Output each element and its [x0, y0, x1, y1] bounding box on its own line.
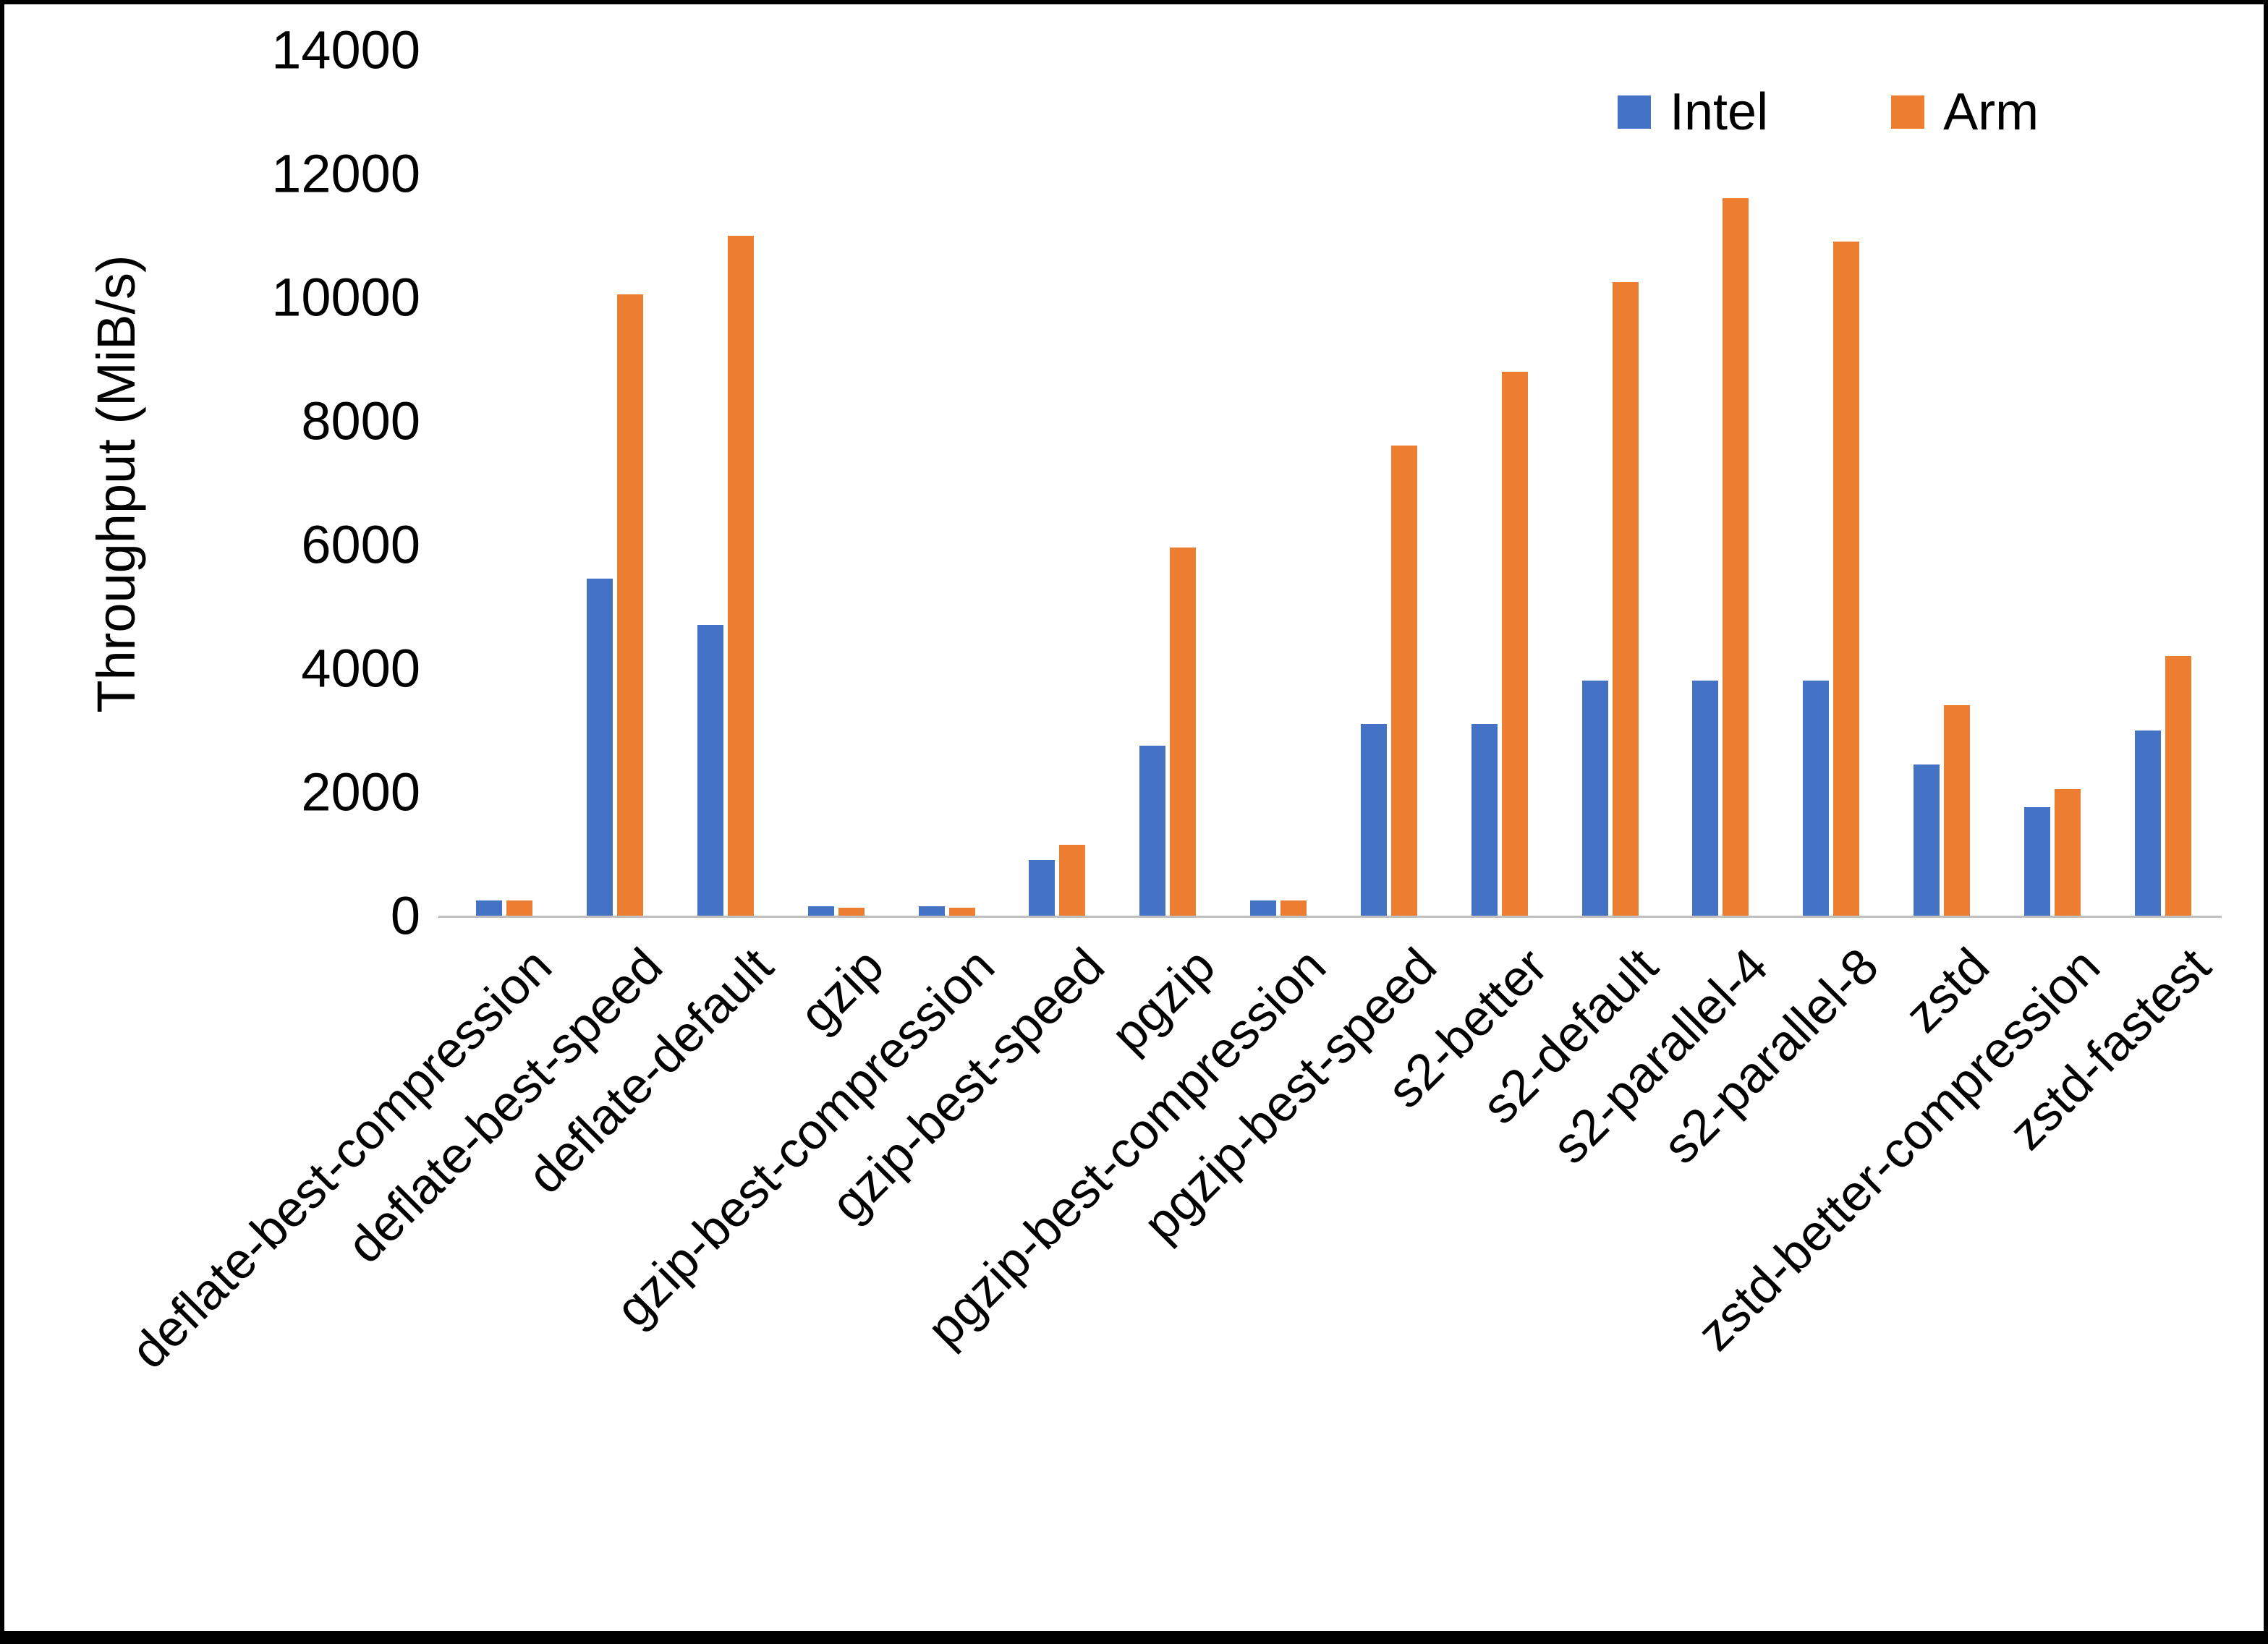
- bar-intel-s2-better: [1471, 723, 1498, 916]
- legend-label-arm: Arm: [1943, 83, 2039, 141]
- y-tick-label: 4000: [301, 638, 420, 699]
- bar-intel-gzip-best-compression: [918, 906, 945, 916]
- bar-intel-s2-default: [1581, 681, 1608, 916]
- legend-swatch-intel: [1618, 95, 1651, 129]
- bar-intel-pgzip-best-speed: [1360, 723, 1387, 916]
- bar-arm-pgzip-best-compression: [1280, 900, 1307, 916]
- bar-arm-zstd-fastest: [2165, 655, 2191, 916]
- bar-intel-zstd-better-compression: [2023, 807, 2050, 916]
- legend-swatch-arm: [1891, 95, 1925, 129]
- y-tick-label: 10000: [271, 267, 420, 328]
- y-tick-label: 14000: [271, 20, 420, 80]
- bar-intel-zstd: [1913, 764, 1940, 916]
- y-tick-label: 8000: [301, 391, 420, 451]
- bar-intel-gzip-best-speed: [1029, 860, 1056, 916]
- bar-intel-gzip: [807, 906, 834, 916]
- bar-arm-zstd-better-compression: [2054, 788, 2081, 916]
- bar-chart: Throughput (MiB/s) Intel Arm 0 2000 4000 60…: [4, 4, 2264, 1631]
- bar-arm-s2-parallel-4: [1723, 198, 1749, 916]
- bar-arm-s2-better: [1501, 371, 1528, 916]
- bar-arm-gzip-best-speed: [1059, 844, 1086, 916]
- bar-arm-s2-parallel-8: [1833, 242, 1860, 916]
- bar-intel-deflate-default: [697, 625, 724, 916]
- bar-intel-s2-parallel-4: [1692, 681, 1719, 916]
- y-tick-label: 12000: [271, 143, 420, 204]
- bar-intel-pgzip-best-compression: [1250, 900, 1277, 916]
- bar-arm-zstd: [1943, 705, 1970, 916]
- legend-item-arm: Arm: [1891, 82, 2039, 142]
- legend-label-intel: Intel: [1670, 83, 1769, 141]
- bar-intel-s2-parallel-8: [1803, 681, 1830, 916]
- legend: Intel Arm: [1618, 82, 2039, 142]
- bar-arm-s2-default: [1612, 281, 1639, 916]
- x-axis-line: [438, 916, 2222, 918]
- bar-arm-pgzip: [1170, 548, 1197, 916]
- bar-intel-deflate-best-speed: [587, 579, 613, 916]
- y-tick-label: 2000: [301, 762, 420, 822]
- y-axis-title: Throughput (MiB/s): [86, 255, 146, 713]
- bar-intel-pgzip: [1139, 745, 1166, 916]
- bar-arm-pgzip-best-speed: [1390, 446, 1417, 916]
- bar-arm-deflate-best-speed: [617, 294, 644, 916]
- bar-arm-gzip-best-compression: [948, 907, 975, 916]
- bar-arm-gzip: [838, 907, 865, 916]
- bar-arm-deflate-default: [728, 235, 755, 916]
- bar-arm-deflate-best-compression: [506, 900, 533, 916]
- legend-item-intel: Intel: [1618, 82, 1768, 142]
- bar-intel-zstd-fastest: [2134, 730, 2161, 916]
- y-tick-label: 0: [390, 885, 420, 946]
- bar-intel-deflate-best-compression: [476, 900, 503, 916]
- y-tick-label: 6000: [301, 514, 420, 575]
